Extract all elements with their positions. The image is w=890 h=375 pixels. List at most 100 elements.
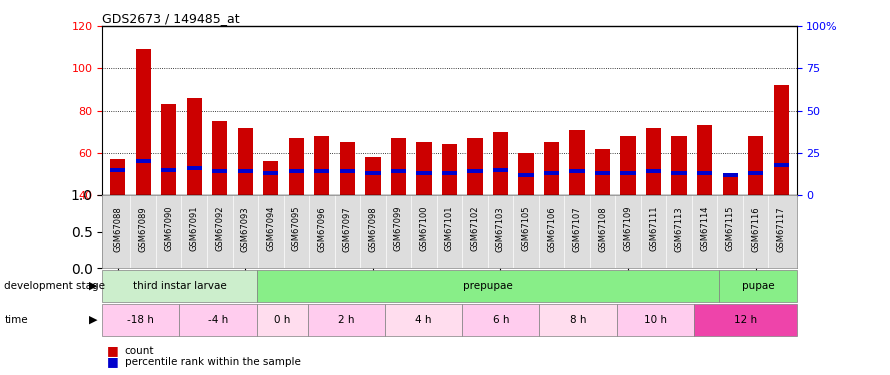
- Bar: [617, 304, 693, 336]
- Bar: [748, 136, 764, 195]
- Bar: [212, 169, 228, 174]
- Bar: [773, 162, 789, 167]
- Bar: [671, 136, 687, 195]
- Text: GSM67109: GSM67109: [624, 206, 633, 252]
- Bar: [187, 166, 202, 170]
- Bar: [187, 98, 202, 195]
- Bar: [493, 132, 508, 195]
- Text: ■: ■: [107, 344, 118, 357]
- Bar: [518, 153, 534, 195]
- Text: GSM67117: GSM67117: [777, 206, 786, 252]
- Text: 10 h: 10 h: [643, 315, 667, 325]
- Text: time: time: [4, 315, 28, 325]
- Text: GSM67092: GSM67092: [215, 206, 224, 252]
- Bar: [161, 168, 176, 172]
- Bar: [595, 148, 611, 195]
- Text: ▶: ▶: [89, 315, 98, 325]
- Bar: [161, 104, 176, 195]
- Bar: [110, 159, 125, 195]
- Bar: [467, 169, 482, 174]
- Bar: [180, 304, 256, 336]
- Bar: [365, 157, 381, 195]
- Text: GSM67107: GSM67107: [572, 206, 581, 252]
- Text: GSM67106: GSM67106: [547, 206, 556, 252]
- Bar: [544, 171, 559, 175]
- Bar: [493, 168, 508, 172]
- Text: GSM67094: GSM67094: [266, 206, 275, 252]
- Bar: [570, 130, 585, 195]
- Bar: [646, 128, 661, 195]
- Text: 2 h: 2 h: [338, 315, 355, 325]
- Bar: [539, 304, 617, 336]
- Text: pupae: pupae: [741, 281, 774, 291]
- Bar: [135, 50, 150, 195]
- Bar: [391, 138, 406, 195]
- Bar: [693, 304, 797, 336]
- Text: 4 h: 4 h: [416, 315, 432, 325]
- Text: GDS2673 / 149485_at: GDS2673 / 149485_at: [102, 12, 240, 25]
- Bar: [671, 171, 687, 175]
- Bar: [518, 172, 534, 177]
- Text: GSM67098: GSM67098: [368, 206, 377, 252]
- Bar: [620, 136, 635, 195]
- Text: count: count: [125, 346, 154, 355]
- Text: -4 h: -4 h: [208, 315, 228, 325]
- Text: GSM67102: GSM67102: [471, 206, 480, 252]
- Bar: [135, 159, 150, 164]
- Bar: [110, 168, 125, 172]
- Text: 12 h: 12 h: [733, 315, 756, 325]
- Bar: [620, 171, 635, 175]
- Text: third instar larvae: third instar larvae: [133, 281, 226, 291]
- Bar: [391, 169, 406, 174]
- Text: GSM67116: GSM67116: [751, 206, 760, 252]
- Bar: [441, 171, 457, 175]
- Text: GSM67115: GSM67115: [725, 206, 734, 252]
- Text: GSM67105: GSM67105: [522, 206, 530, 252]
- Bar: [462, 304, 539, 336]
- Bar: [102, 304, 180, 336]
- Bar: [314, 169, 329, 174]
- Text: GSM67093: GSM67093: [241, 206, 250, 252]
- Text: GSM67097: GSM67097: [343, 206, 352, 252]
- Bar: [385, 304, 462, 336]
- Bar: [417, 171, 432, 175]
- Bar: [723, 176, 738, 195]
- Text: development stage: development stage: [4, 281, 105, 291]
- Bar: [340, 169, 355, 174]
- Bar: [719, 270, 797, 302]
- Text: GSM67090: GSM67090: [165, 206, 174, 252]
- Text: GSM67114: GSM67114: [700, 206, 709, 252]
- Text: 0 h: 0 h: [274, 315, 290, 325]
- Text: GSM67101: GSM67101: [445, 206, 454, 252]
- Text: GSM67108: GSM67108: [598, 206, 607, 252]
- Bar: [570, 169, 585, 174]
- Text: GSM67099: GSM67099: [394, 206, 403, 252]
- Bar: [544, 142, 559, 195]
- Text: -18 h: -18 h: [127, 315, 154, 325]
- Text: GSM67113: GSM67113: [675, 206, 684, 252]
- Bar: [308, 304, 385, 336]
- Bar: [256, 270, 719, 302]
- Bar: [288, 169, 304, 174]
- Bar: [102, 270, 256, 302]
- Bar: [263, 171, 279, 175]
- Bar: [288, 138, 304, 195]
- Text: percentile rank within the sample: percentile rank within the sample: [125, 357, 301, 367]
- Text: GSM67100: GSM67100: [419, 206, 428, 252]
- Bar: [748, 171, 764, 175]
- Bar: [773, 86, 789, 195]
- Text: prepupae: prepupae: [463, 281, 513, 291]
- Bar: [340, 142, 355, 195]
- Bar: [238, 128, 253, 195]
- Bar: [212, 121, 228, 195]
- Text: ■: ■: [107, 356, 118, 368]
- Text: GSM67103: GSM67103: [496, 206, 505, 252]
- Text: GSM67091: GSM67091: [190, 206, 198, 252]
- Text: GSM67095: GSM67095: [292, 206, 301, 252]
- Bar: [697, 171, 712, 175]
- Text: GSM67089: GSM67089: [139, 206, 148, 252]
- Bar: [417, 142, 432, 195]
- Text: GSM67088: GSM67088: [113, 206, 122, 252]
- Text: GSM67111: GSM67111: [649, 206, 658, 252]
- Bar: [441, 144, 457, 195]
